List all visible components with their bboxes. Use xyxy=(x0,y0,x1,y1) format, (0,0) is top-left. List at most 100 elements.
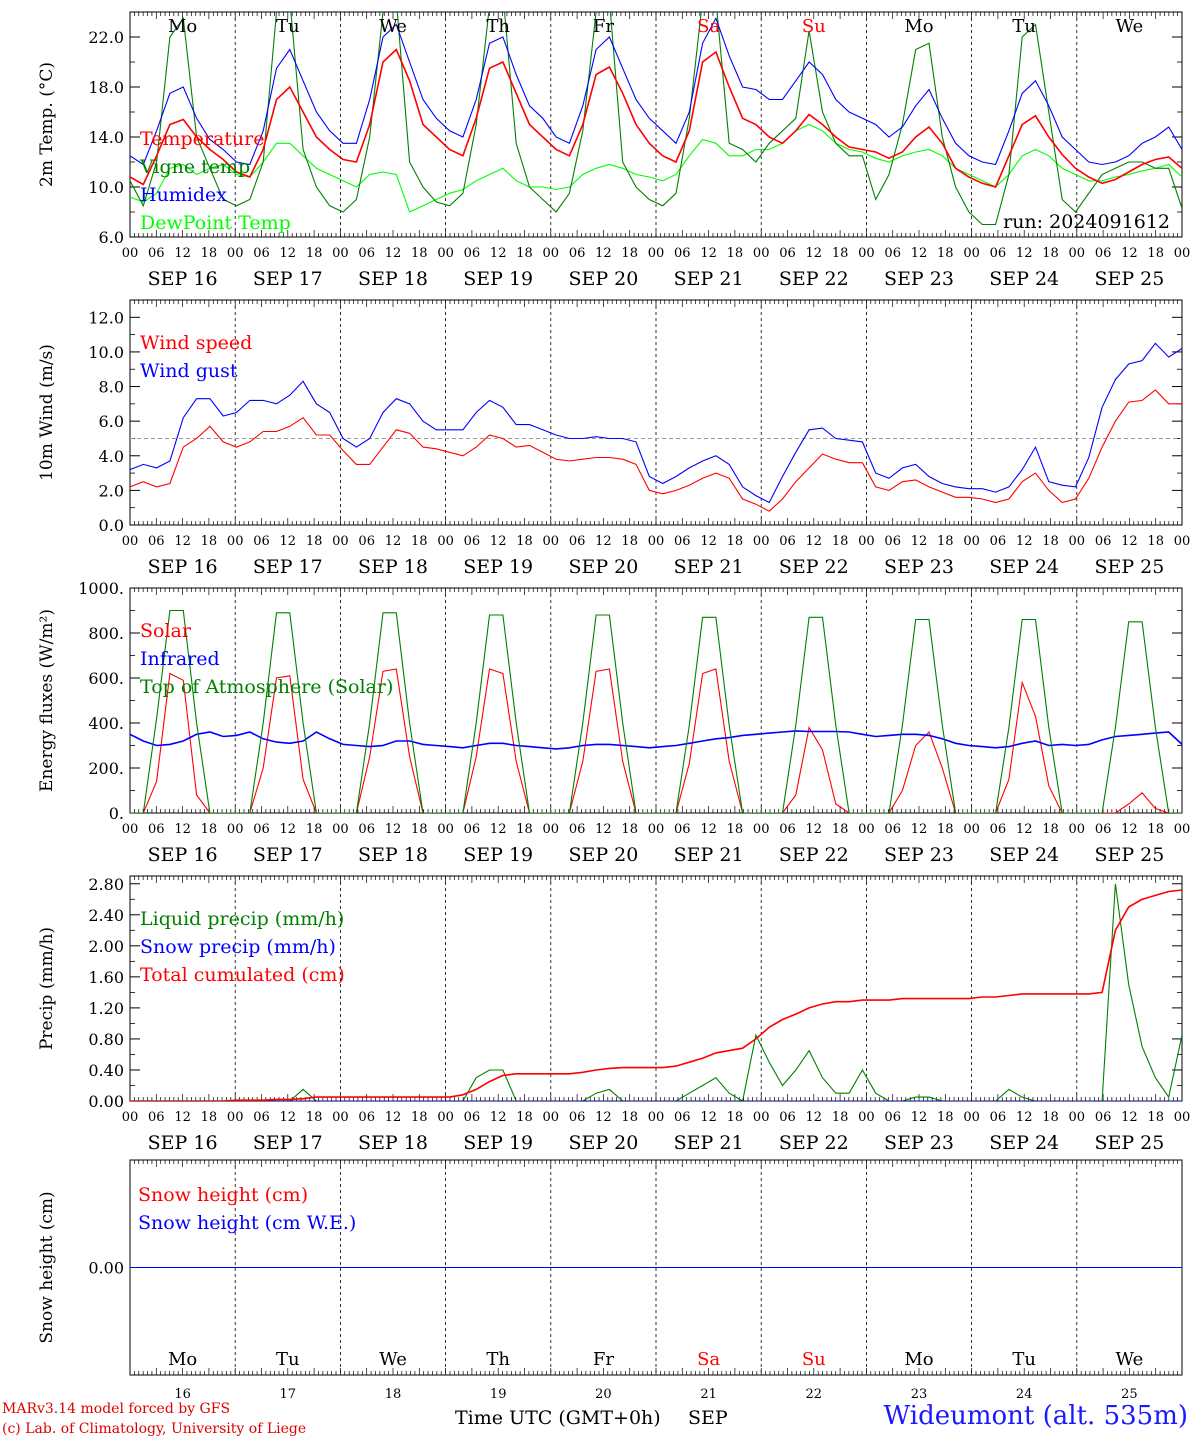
x-hour-label: 18 xyxy=(306,246,323,261)
y-axis-label: Snow height (cm) xyxy=(37,1191,57,1343)
y-tick-label: 0.40 xyxy=(88,1061,124,1080)
x-hour-label: 00 xyxy=(1174,1110,1191,1125)
x-hour-label: 12 xyxy=(1016,246,1033,261)
day-number-label: 16 xyxy=(174,1387,191,1402)
x-hour-label: 00 xyxy=(858,822,875,837)
x-hour-label: 06 xyxy=(358,822,375,837)
x-hour-label: 12 xyxy=(806,246,823,261)
x-hour-label: 18 xyxy=(1042,1110,1059,1125)
x-hour-label: 18 xyxy=(832,534,849,549)
x-day-label: SEP 19 xyxy=(463,268,533,290)
x-hour-label: 00 xyxy=(753,534,770,549)
y-tick-label: 10.0 xyxy=(88,343,124,362)
x-hour-label: 06 xyxy=(674,534,691,549)
x-hour-label: 00 xyxy=(227,822,244,837)
x-hour-label: 06 xyxy=(990,246,1007,261)
x-day-label: SEP 24 xyxy=(989,1132,1059,1154)
weekday-label-top: Th xyxy=(486,16,510,37)
weekday-label-bottom: We xyxy=(379,1349,407,1370)
x-hour-label: 06 xyxy=(569,246,586,261)
x-hour-label: 18 xyxy=(1147,822,1164,837)
x-hour-label: 18 xyxy=(727,1110,744,1125)
x-hour-label: 18 xyxy=(727,246,744,261)
legend-entry: Liquid precip (mm/h) xyxy=(140,908,344,930)
x-day-label: SEP 18 xyxy=(358,556,428,578)
x-hour-label: 06 xyxy=(990,1110,1007,1125)
legend-entry: Wind speed xyxy=(140,332,252,354)
x-hour-label: 18 xyxy=(306,1110,323,1125)
x-day-label: SEP 17 xyxy=(253,1132,323,1154)
legend-entry: Solar xyxy=(140,620,192,642)
x-hour-label: 00 xyxy=(648,1110,665,1125)
x-hour-label: 00 xyxy=(1174,822,1191,837)
station-name: Wideumont (alt. 535m) xyxy=(883,1401,1188,1431)
month-label: SEP xyxy=(688,1407,728,1429)
y-tick-label: 2.40 xyxy=(88,906,124,925)
x-hour-label: 12 xyxy=(1121,1110,1138,1125)
x-hour-label: 12 xyxy=(490,534,507,549)
x-day-label: SEP 25 xyxy=(1094,844,1164,866)
weekday-label-top: Mo xyxy=(904,16,933,37)
x-hour-label: 06 xyxy=(884,822,901,837)
x-hour-label: 12 xyxy=(700,246,717,261)
x-hour-label: 18 xyxy=(516,534,533,549)
y-tick-label: 8.0 xyxy=(99,378,124,397)
weekday-label-top: Mo xyxy=(168,16,197,37)
x-hour-label: 00 xyxy=(963,534,980,549)
x-hour-label: 06 xyxy=(990,822,1007,837)
y-tick-label: 2.00 xyxy=(88,937,124,956)
x-hour-label: 00 xyxy=(648,246,665,261)
y-tick-label: 1000. xyxy=(78,579,124,598)
x-hour-label: 18 xyxy=(1042,534,1059,549)
x-hour-label: 00 xyxy=(1069,822,1086,837)
x-hour-label: 00 xyxy=(858,246,875,261)
x-day-label: SEP 16 xyxy=(148,844,218,866)
x-day-label: SEP 16 xyxy=(148,556,218,578)
x-hour-label: 18 xyxy=(201,534,218,549)
x-hour-label: 12 xyxy=(595,534,612,549)
x-hour-label: 18 xyxy=(937,534,954,549)
x-hour-label: 12 xyxy=(174,534,191,549)
x-day-label: SEP 21 xyxy=(674,268,744,290)
x-day-label: SEP 21 xyxy=(674,556,744,578)
series-line-temperature xyxy=(130,48,1182,188)
weekday-label-bottom: Fr xyxy=(593,1349,614,1370)
x-hour-label: 12 xyxy=(280,534,297,549)
day-number-label: 21 xyxy=(700,1387,717,1402)
x-hour-label: 00 xyxy=(1174,534,1191,549)
x-hour-label: 18 xyxy=(937,1110,954,1125)
y-tick-label: 12.0 xyxy=(88,308,124,327)
x-hour-label: 06 xyxy=(1095,822,1112,837)
legend-entry: Vigne temp xyxy=(139,156,250,178)
legend-entry: Top of Atmosphere (Solar) xyxy=(140,676,393,698)
x-hour-label: 12 xyxy=(595,246,612,261)
day-number-label: 18 xyxy=(385,1387,402,1402)
x-hour-label: 18 xyxy=(621,822,638,837)
x-hour-label: 06 xyxy=(253,822,270,837)
x-hour-label: 12 xyxy=(700,1110,717,1125)
day-number-label: 20 xyxy=(595,1387,612,1402)
x-hour-label: 00 xyxy=(648,822,665,837)
x-hour-label: 12 xyxy=(1016,822,1033,837)
x-day-label: SEP 19 xyxy=(463,1132,533,1154)
y-tick-label: 2.80 xyxy=(88,875,124,894)
weekday-label-bottom: Su xyxy=(802,1349,826,1370)
day-number-label: 23 xyxy=(911,1387,928,1402)
y-tick-label: 0.00 xyxy=(88,1259,124,1278)
y-axis-label: Precip (mm/h) xyxy=(37,927,57,1050)
x-day-label: SEP 20 xyxy=(568,844,638,866)
x-hour-label: 12 xyxy=(490,246,507,261)
x-hour-label: 00 xyxy=(543,534,560,549)
x-hour-label: 06 xyxy=(358,246,375,261)
x-hour-label: 18 xyxy=(1042,822,1059,837)
x-hour-label: 06 xyxy=(779,534,796,549)
weekday-label-top: Fr xyxy=(593,16,614,37)
day-number-label: 22 xyxy=(806,1387,823,1402)
x-hour-label: 00 xyxy=(122,246,139,261)
weekday-label-bottom: Th xyxy=(486,1349,510,1370)
x-hour-label: 12 xyxy=(806,1110,823,1125)
x-hour-label: 06 xyxy=(253,1110,270,1125)
y-tick-label: 0.80 xyxy=(88,1030,124,1049)
x-hour-label: 12 xyxy=(700,534,717,549)
x-hour-label: 00 xyxy=(1069,534,1086,549)
